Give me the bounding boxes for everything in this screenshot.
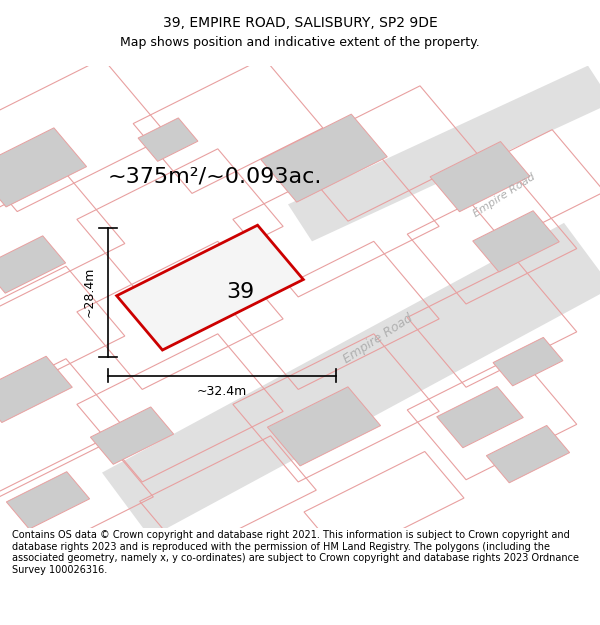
Polygon shape bbox=[116, 225, 304, 350]
Polygon shape bbox=[473, 211, 559, 272]
Text: ~28.4m: ~28.4m bbox=[83, 267, 96, 318]
Polygon shape bbox=[0, 356, 72, 422]
Polygon shape bbox=[91, 407, 173, 464]
Text: Contains OS data © Crown copyright and database right 2021. This information is : Contains OS data © Crown copyright and d… bbox=[12, 530, 579, 575]
Polygon shape bbox=[430, 141, 530, 212]
Text: ~375m²/~0.093ac.: ~375m²/~0.093ac. bbox=[108, 167, 322, 187]
Polygon shape bbox=[102, 223, 600, 538]
Polygon shape bbox=[268, 387, 380, 466]
Polygon shape bbox=[288, 66, 600, 241]
Polygon shape bbox=[0, 236, 65, 293]
Polygon shape bbox=[493, 338, 563, 386]
Text: 39, EMPIRE ROAD, SALISBURY, SP2 9DE: 39, EMPIRE ROAD, SALISBURY, SP2 9DE bbox=[163, 16, 437, 31]
Text: Empire Road: Empire Road bbox=[471, 171, 537, 219]
Polygon shape bbox=[487, 426, 569, 483]
Polygon shape bbox=[437, 386, 523, 448]
Polygon shape bbox=[138, 118, 198, 161]
Text: 39: 39 bbox=[226, 282, 254, 302]
Text: ~32.4m: ~32.4m bbox=[197, 385, 247, 398]
Polygon shape bbox=[7, 472, 89, 529]
Text: Map shows position and indicative extent of the property.: Map shows position and indicative extent… bbox=[120, 36, 480, 49]
Text: Empire Road: Empire Road bbox=[341, 311, 415, 366]
Polygon shape bbox=[0, 128, 86, 207]
Polygon shape bbox=[261, 114, 387, 202]
